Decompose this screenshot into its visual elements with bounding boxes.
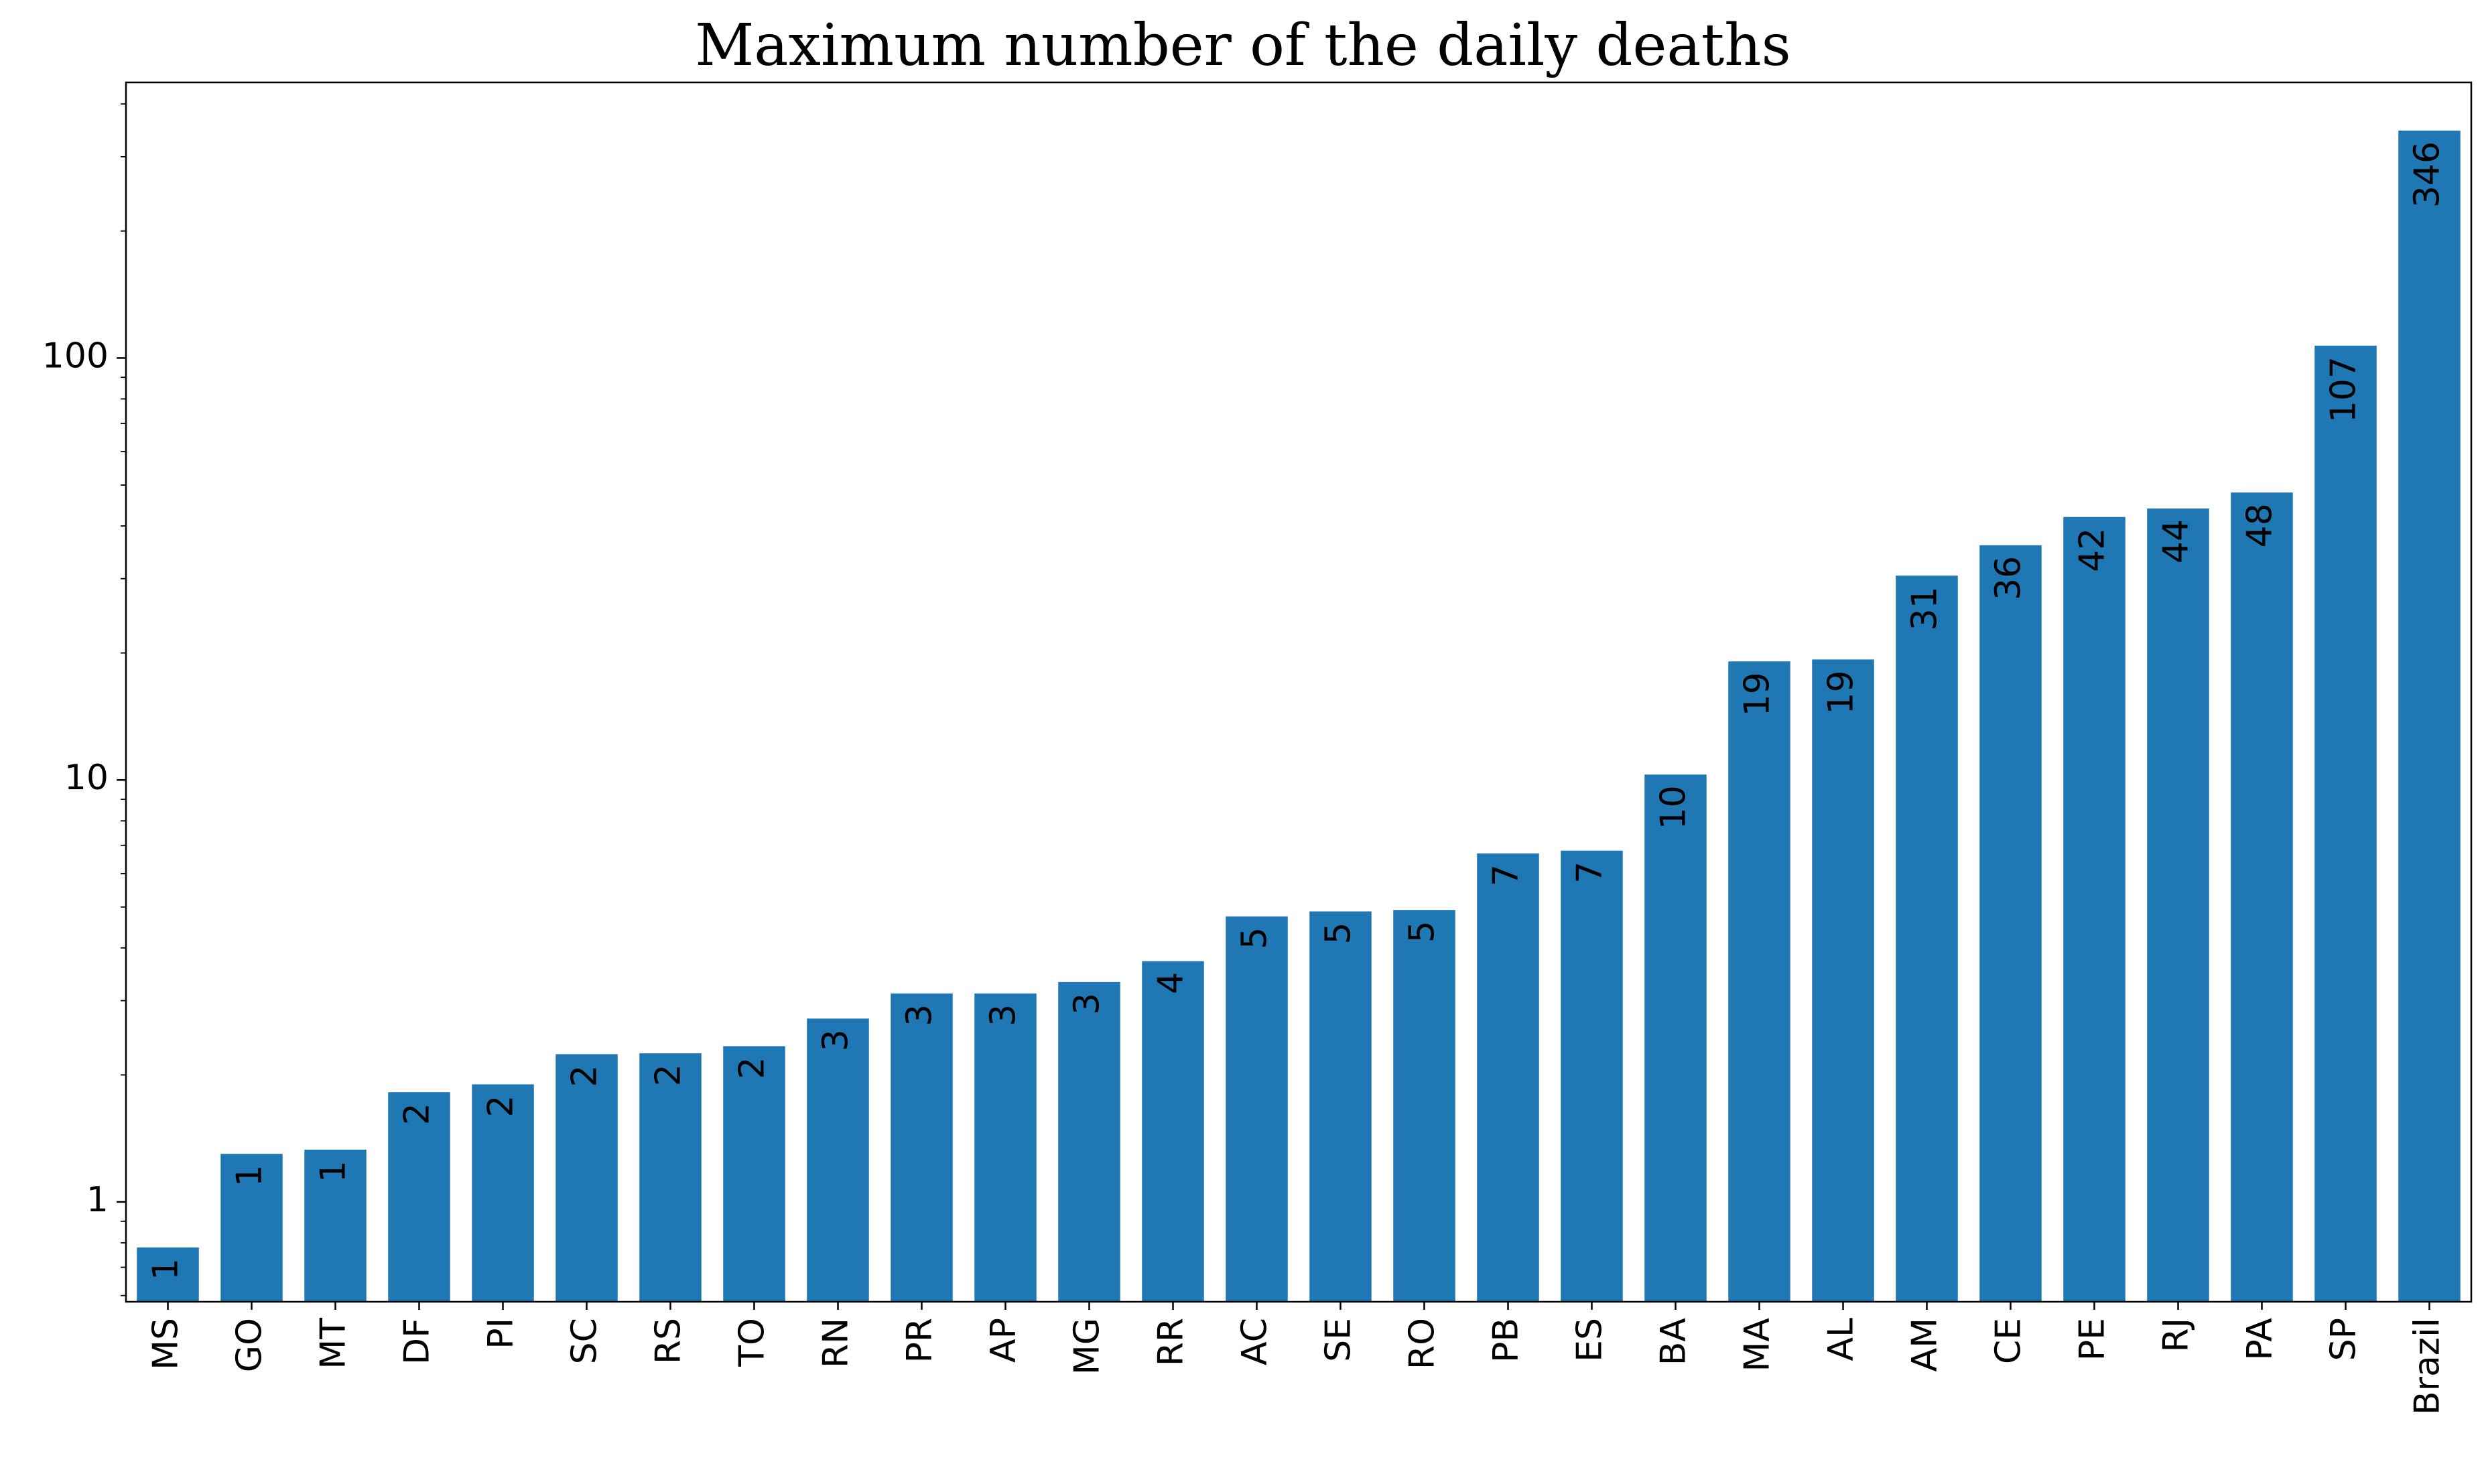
bar-PE	[2063, 517, 2125, 1302]
x-tick-label: PA	[2240, 1318, 2280, 1361]
bar-value-label: 48	[2240, 503, 2280, 547]
x-tick-label: BA	[1654, 1318, 1694, 1366]
bar-value-label: 1	[314, 1160, 354, 1183]
x-tick-label: AM	[1905, 1318, 1945, 1371]
bar-value-label: 1	[146, 1258, 186, 1280]
bar-RN	[807, 1018, 869, 1302]
x-tick-label: MT	[314, 1318, 354, 1369]
bar-value-label: 2	[649, 1064, 689, 1086]
x-tick-label: MS	[146, 1318, 186, 1370]
x-axis: MS GO MT DF PI SC RS TO RN PR AP MG RR AC SE RO PB ES BA MA…	[146, 1302, 2448, 1415]
bar-MG	[1058, 982, 1120, 1302]
bar-CE	[1979, 545, 2042, 1302]
bar-value-label: 5	[1235, 927, 1275, 949]
bar-BA	[1644, 774, 1707, 1302]
bar-value-label: 1	[230, 1164, 270, 1187]
bar-Brazil	[2398, 130, 2461, 1302]
bar-value-label: 3	[984, 1004, 1024, 1026]
bar-value-label: 3	[1067, 993, 1108, 1015]
x-tick-label: RR	[1151, 1318, 1191, 1366]
plot-frame	[125, 81, 2473, 1303]
x-tick-label: ES	[1570, 1318, 1610, 1362]
bars-group	[137, 130, 2461, 1302]
x-tick-label: SC	[565, 1318, 605, 1364]
bar-value-label: 5	[1402, 921, 1443, 943]
bar-RO	[1393, 910, 1455, 1302]
bar-ES	[1561, 850, 1623, 1302]
bar-value-label: 2	[732, 1057, 773, 1079]
bar-MT	[304, 1150, 367, 1302]
bar-value-label: 36	[1989, 556, 2029, 600]
bar-value-label: 42	[2073, 528, 2113, 572]
bar-value-label: 31	[1905, 586, 1945, 630]
bar-GO	[220, 1154, 283, 1302]
chart-title: Maximum number of the daily deaths	[695, 12, 1791, 79]
bar-value-label: 3	[900, 1004, 940, 1026]
x-tick-label: TO	[732, 1318, 773, 1367]
bar-SC	[555, 1054, 618, 1302]
bar-RS	[639, 1053, 702, 1302]
bar-value-label: 19	[1738, 672, 1778, 716]
bar-labels-group: 1 1 1 2 2 2 2 2 3 3 3 3 4 5 5 5 7 7 10 19 19 31 36 42 44 48 107 346	[146, 141, 2448, 1280]
x-tick-label: PB	[1486, 1318, 1526, 1363]
bar-value-label: 10	[1654, 785, 1694, 829]
y-tick-label: 1	[86, 1180, 109, 1220]
x-tick-label: RO	[1402, 1318, 1443, 1369]
bar-AM	[1896, 576, 1958, 1302]
x-tick-label: AL	[1821, 1318, 1861, 1361]
bar-PB	[1477, 853, 1539, 1302]
bar-value-label: 44	[2156, 519, 2197, 563]
x-tick-label: CE	[1989, 1318, 2029, 1364]
bar-TO	[723, 1046, 785, 1302]
bar-value-label: 2	[565, 1065, 605, 1087]
x-tick-label: AP	[984, 1318, 1024, 1363]
bar-value-label: 2	[397, 1103, 438, 1125]
x-tick-label: MG	[1067, 1318, 1108, 1375]
x-tick-label: PE	[2073, 1318, 2113, 1361]
y-tick-label: 100	[42, 336, 109, 376]
bar-value-label: 19	[1821, 670, 1861, 714]
x-tick-label: RS	[649, 1318, 689, 1364]
bar-RR	[1142, 961, 1204, 1302]
bar-SE	[1309, 911, 1372, 1302]
x-tick-label: GO	[230, 1318, 270, 1372]
bar-AC	[1226, 916, 1288, 1302]
bar-SP	[2314, 345, 2377, 1302]
x-tick-label: MA	[1738, 1318, 1778, 1372]
x-tick-label: Brazil	[2408, 1318, 2448, 1415]
x-tick-label: PR	[900, 1318, 940, 1363]
bar-value-label: 3	[816, 1029, 856, 1051]
bar-AP	[974, 993, 1037, 1302]
bar-value-label: 7	[1570, 862, 1610, 884]
bar-PA	[2231, 492, 2293, 1302]
bar-MS	[137, 1247, 199, 1302]
y-axis: 1 10 100	[42, 103, 126, 1296]
bar-value-label: 5	[1319, 922, 1359, 944]
x-tick-label: SP	[2324, 1318, 2364, 1361]
bar-RJ	[2147, 508, 2209, 1302]
bar-DF	[388, 1092, 450, 1302]
y-tick-label: 10	[64, 758, 109, 798]
bar-value-label: 346	[2408, 141, 2448, 208]
bar-MA	[1728, 661, 1790, 1302]
bar-PI	[472, 1084, 534, 1302]
x-tick-label: AC	[1235, 1318, 1275, 1365]
bar-value-label: 107	[2324, 356, 2364, 423]
x-tick-label: DF	[397, 1318, 438, 1365]
bar-value-label: 4	[1151, 972, 1191, 994]
x-tick-label: RN	[816, 1318, 856, 1368]
bar-value-label: 7	[1486, 864, 1526, 886]
x-tick-label: PI	[481, 1318, 521, 1349]
bar-PR	[891, 993, 953, 1302]
bar-AL	[1812, 659, 1874, 1302]
x-tick-label: RJ	[2156, 1318, 2197, 1352]
x-tick-label: SE	[1319, 1318, 1359, 1362]
bar-value-label: 2	[481, 1095, 521, 1117]
